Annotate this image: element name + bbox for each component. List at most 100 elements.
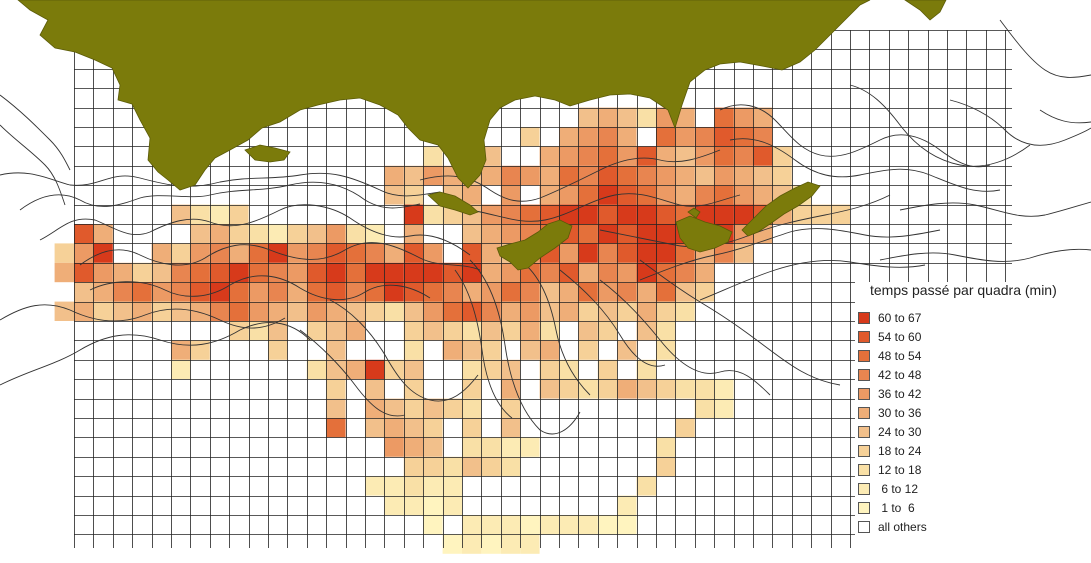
heat-cell xyxy=(384,418,404,438)
heat-cell xyxy=(675,262,695,283)
heat-cell xyxy=(481,146,501,166)
heat-cell xyxy=(268,301,288,321)
heat-cell xyxy=(268,282,288,302)
heat-cell xyxy=(326,301,346,321)
heat-cell xyxy=(423,456,443,477)
heat-cell xyxy=(287,224,307,244)
heat-cell xyxy=(462,418,482,438)
heat-cell xyxy=(403,204,424,224)
heat-cell xyxy=(636,359,656,380)
heat-cell xyxy=(578,146,598,166)
heat-cell xyxy=(694,204,715,224)
heat-cell xyxy=(423,321,443,341)
heat-cell xyxy=(209,262,230,283)
legend-label: 1 to 6 xyxy=(878,500,915,515)
heat-cell xyxy=(365,359,385,380)
heat-cell xyxy=(423,418,443,438)
heat-cell xyxy=(597,243,618,263)
heat-cell xyxy=(423,476,443,496)
heat-cell xyxy=(462,534,482,554)
heat-cell xyxy=(733,204,753,224)
heat-cell xyxy=(171,243,191,263)
heat-cell xyxy=(500,379,521,399)
heatmap-cells xyxy=(54,107,850,554)
heat-cell xyxy=(539,379,559,399)
island-port-cros xyxy=(675,215,733,253)
heat-cell xyxy=(675,107,695,127)
heat-cell xyxy=(229,301,249,321)
heat-cell xyxy=(462,301,482,321)
heat-cell xyxy=(617,515,637,535)
island-porquerolles xyxy=(496,219,573,271)
legend-item: 18 to 24 xyxy=(858,441,1088,460)
heat-cell xyxy=(539,146,559,166)
heat-cell xyxy=(656,456,676,477)
heat-cell xyxy=(656,321,676,341)
heat-cell xyxy=(559,165,579,186)
heat-cell xyxy=(287,282,307,302)
heat-cell xyxy=(326,418,346,438)
heat-cell xyxy=(462,224,482,244)
heat-cell xyxy=(248,301,268,321)
heat-cell xyxy=(287,243,307,263)
heat-cell xyxy=(656,262,676,283)
heat-cell xyxy=(423,243,443,263)
heat-cell xyxy=(753,107,773,127)
heat-cell xyxy=(559,185,579,205)
heat-cell xyxy=(74,301,94,321)
heat-cell xyxy=(345,243,365,263)
legend-title: temps passé par quadra (min) xyxy=(870,282,1057,298)
heat-cell xyxy=(287,262,307,283)
heat-cell xyxy=(694,127,715,147)
legend-label: 60 to 67 xyxy=(878,310,922,325)
heat-cell xyxy=(656,437,676,457)
heat-cell xyxy=(656,185,676,205)
heat-cell xyxy=(365,282,385,302)
heat-cell xyxy=(597,107,618,127)
heat-cell xyxy=(423,495,443,515)
heat-cell xyxy=(403,418,424,438)
heat-cell xyxy=(656,379,676,399)
legend-swatch xyxy=(858,444,870,457)
heat-cell xyxy=(656,204,676,224)
heat-cell xyxy=(74,262,94,283)
heat-cell xyxy=(462,185,482,205)
heat-cell xyxy=(93,301,113,321)
heat-cell xyxy=(481,243,501,263)
heat-cell xyxy=(559,282,579,302)
heat-cell xyxy=(733,185,753,205)
heat-cell xyxy=(539,282,559,302)
heat-cell xyxy=(229,243,249,263)
islet-west xyxy=(244,144,291,163)
legend-item: 12 to 18 xyxy=(858,460,1088,479)
heat-cell xyxy=(326,243,346,263)
heat-cell xyxy=(403,456,424,477)
heat-cell xyxy=(462,321,482,341)
legend-label: 30 to 36 xyxy=(878,405,922,420)
heat-cell xyxy=(306,224,327,244)
heat-cell xyxy=(423,262,443,283)
heat-cell xyxy=(500,515,521,535)
heat-cell xyxy=(365,418,385,438)
heat-cell xyxy=(306,262,327,283)
legend-swatch xyxy=(858,406,870,419)
heat-cell xyxy=(403,321,424,341)
heat-cell xyxy=(753,165,773,186)
heat-cell xyxy=(345,262,365,283)
legend-item: 54 to 60 xyxy=(858,327,1088,346)
heat-cell xyxy=(229,282,249,302)
heat-cell xyxy=(578,204,598,224)
heat-cell xyxy=(675,301,695,321)
heat-cell xyxy=(597,165,618,186)
heat-cell xyxy=(403,340,424,360)
heat-cell xyxy=(520,127,540,147)
heat-cell xyxy=(462,282,482,302)
heat-cell xyxy=(481,515,501,535)
heat-cell xyxy=(714,127,734,147)
heat-cell xyxy=(403,262,424,283)
heat-cell xyxy=(481,224,501,244)
heat-cell xyxy=(578,262,598,283)
heat-cell xyxy=(268,224,288,244)
heat-cell xyxy=(636,321,656,341)
heat-cell xyxy=(481,262,501,283)
